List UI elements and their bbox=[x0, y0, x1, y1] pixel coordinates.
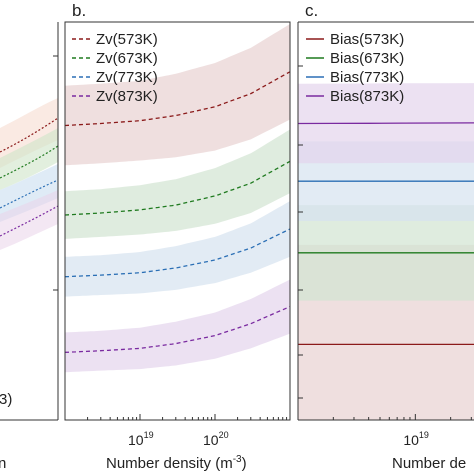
panel-b-lines bbox=[65, 71, 290, 353]
panel-b-frame bbox=[64, 21, 291, 421]
panel-b-band-3 bbox=[65, 201, 290, 297]
panel-b-legend: Zv(573K) Zv(673K) Zv(773K) Zv(873K) bbox=[72, 31, 158, 105]
panel-b-series-line-1 bbox=[65, 71, 290, 127]
panel-a-line-873 bbox=[0, 205, 58, 237]
panel-a-band-873 bbox=[0, 190, 58, 250]
x-tick-label: 1019 bbox=[403, 430, 429, 448]
legend-label: Bias(873K) bbox=[330, 88, 404, 105]
panel-b: b. 1019 1020 Zv(573K) Zv(673K) Zv(773K) Zv(8… bbox=[64, 1, 291, 472]
legend-label: Zv(673K) bbox=[96, 50, 158, 67]
panel-a-line-573 bbox=[0, 117, 58, 153]
panel-a-line-773 bbox=[0, 179, 58, 209]
panel-c-series-line-4 bbox=[298, 122, 474, 125]
panel-b-series-line-3 bbox=[65, 228, 290, 278]
legend-label: Bias(773K) bbox=[330, 69, 404, 86]
panel-c-x-axis-label: Number de bbox=[392, 455, 466, 472]
panel-c-x-ticks: 1019 bbox=[332, 414, 472, 448]
panel-b-series-line-2 bbox=[65, 160, 290, 216]
x-tick-label: 1019 bbox=[128, 430, 154, 448]
panel-b-series-line-4 bbox=[65, 306, 290, 353]
panel-a-band-573 bbox=[0, 98, 58, 168]
panel-c-letter: c. bbox=[305, 1, 318, 20]
panel-b-x-ticks: 1019 1020 bbox=[87, 414, 288, 448]
panel-a-band-673 bbox=[0, 128, 58, 190]
panel-b-band-1 bbox=[65, 24, 290, 166]
panel-a-plot bbox=[0, 98, 58, 250]
legend-label: Zv(573K) bbox=[96, 31, 158, 48]
legend-label: Zv(873K) bbox=[96, 88, 158, 105]
panel-b-letter: b. bbox=[72, 1, 86, 20]
panel-c: c. 1019 Bias(573K)Bias(673K)Bias(773K)Bi… bbox=[297, 1, 474, 472]
x-tick-label: 1020 bbox=[203, 430, 229, 448]
panel-a-axis-label-fragment: n bbox=[0, 455, 6, 472]
legend-label: Bias(673K) bbox=[330, 50, 404, 67]
panel-c-lines bbox=[298, 122, 474, 346]
panel-b-x-axis-label: Number density (m-3) bbox=[106, 454, 247, 472]
legend-label: Zv(773K) bbox=[96, 69, 158, 86]
panel-a-partial: -3) n bbox=[0, 22, 59, 472]
panel-a-axis-label-fragment: -3) bbox=[0, 391, 12, 408]
panel-c-y-ticks bbox=[298, 65, 303, 399]
legend-label: Bias(573K) bbox=[330, 31, 404, 48]
panel-a-line-673 bbox=[0, 145, 58, 179]
panel-c-bands bbox=[298, 83, 474, 420]
panel-c-legend: Bias(573K) Bias(673K) Bias(773K) Bias(873K) bbox=[306, 31, 404, 105]
